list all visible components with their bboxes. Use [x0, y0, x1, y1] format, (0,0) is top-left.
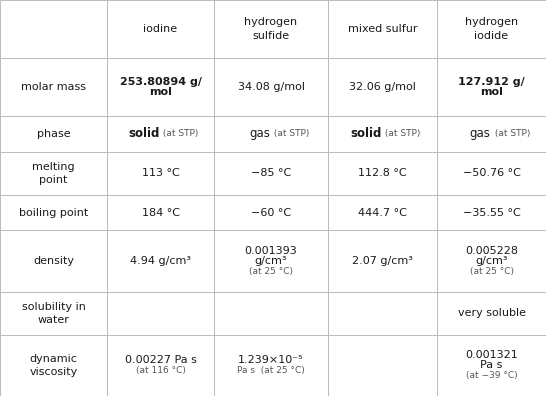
Bar [0, 0, 107, 58]
Bar [437, 116, 546, 152]
Bar [437, 292, 546, 335]
Bar [107, 230, 214, 292]
Text: −35.55 °C: −35.55 °C [462, 208, 520, 217]
Text: 1.239×10⁻⁵: 1.239×10⁻⁵ [238, 355, 304, 365]
Bar [0, 292, 107, 335]
Text: 0.00227 Pa s: 0.00227 Pa s [124, 355, 197, 365]
Bar [0, 58, 107, 116]
Bar [214, 152, 328, 194]
Bar [107, 335, 214, 396]
Text: (at STP): (at STP) [491, 129, 530, 139]
Text: (at −39 °C): (at −39 °C) [466, 371, 517, 380]
Bar [328, 58, 437, 116]
Bar [107, 152, 214, 194]
Text: 32.06 g/mol: 32.06 g/mol [349, 82, 416, 92]
Bar [107, 0, 214, 58]
Bar [328, 230, 437, 292]
Bar [214, 58, 328, 116]
Text: solubility in
water: solubility in water [21, 302, 85, 325]
Text: mol: mol [480, 87, 503, 97]
Text: 2.07 g/cm³: 2.07 g/cm³ [352, 256, 413, 266]
Bar [0, 116, 107, 152]
Text: boiling point: boiling point [19, 208, 88, 217]
Text: 113 °C: 113 °C [141, 168, 180, 178]
Text: dynamic
viscosity: dynamic viscosity [29, 354, 78, 377]
Text: 0.001393: 0.001393 [245, 246, 298, 256]
Bar [214, 292, 328, 335]
Text: hydrogen
iodide: hydrogen iodide [465, 17, 518, 41]
Bar [437, 335, 546, 396]
Text: solid: solid [350, 128, 382, 141]
Text: (at 116 °C): (at 116 °C) [135, 366, 186, 375]
Text: mixed sulfur: mixed sulfur [348, 24, 417, 34]
Bar [437, 194, 546, 230]
Text: (at STP): (at STP) [161, 129, 199, 139]
Bar [328, 152, 437, 194]
Bar [0, 335, 107, 396]
Bar [328, 0, 437, 58]
Text: phase: phase [37, 129, 70, 139]
Text: g/cm³: g/cm³ [255, 256, 287, 266]
Bar [437, 58, 546, 116]
Bar [328, 292, 437, 335]
Text: mol: mol [149, 87, 172, 97]
Text: 4.94 g/cm³: 4.94 g/cm³ [130, 256, 191, 266]
Bar [0, 152, 107, 194]
Bar [328, 335, 437, 396]
Text: Pa s: Pa s [480, 360, 503, 370]
Bar [107, 58, 214, 116]
Bar [437, 152, 546, 194]
Text: hydrogen
sulfide: hydrogen sulfide [245, 17, 298, 41]
Text: 444.7 °C: 444.7 °C [358, 208, 407, 217]
Bar [214, 0, 328, 58]
Text: 34.08 g/mol: 34.08 g/mol [238, 82, 305, 92]
Text: 184 °C: 184 °C [141, 208, 180, 217]
Text: −60 °C: −60 °C [251, 208, 291, 217]
Bar [0, 194, 107, 230]
Bar [437, 0, 546, 58]
Text: −85 °C: −85 °C [251, 168, 291, 178]
Text: 0.005228: 0.005228 [465, 246, 518, 256]
Text: 253.80894 g/: 253.80894 g/ [120, 77, 201, 87]
Bar [107, 194, 214, 230]
Text: gas: gas [249, 128, 270, 141]
Text: iodine: iodine [144, 24, 177, 34]
Text: very soluble: very soluble [458, 308, 525, 318]
Text: molar mass: molar mass [21, 82, 86, 92]
Text: Pa s  (at 25 °C): Pa s (at 25 °C) [237, 366, 305, 375]
Bar [107, 116, 214, 152]
Bar [437, 230, 546, 292]
Text: (at 25 °C): (at 25 °C) [249, 267, 293, 276]
Bar [214, 116, 328, 152]
Bar [0, 230, 107, 292]
Text: solid: solid [128, 128, 159, 141]
Text: density: density [33, 256, 74, 266]
Text: (at 25 °C): (at 25 °C) [470, 267, 513, 276]
Text: (at STP): (at STP) [271, 129, 310, 139]
Bar [214, 335, 328, 396]
Text: (at STP): (at STP) [383, 129, 421, 139]
Text: 127.912 g/: 127.912 g/ [458, 77, 525, 87]
Text: −50.76 °C: −50.76 °C [462, 168, 520, 178]
Text: melting
point: melting point [32, 162, 75, 185]
Text: 112.8 °C: 112.8 °C [358, 168, 407, 178]
Text: 0.001321: 0.001321 [465, 350, 518, 360]
Text: g/cm³: g/cm³ [475, 256, 508, 266]
Bar [214, 230, 328, 292]
Bar [328, 116, 437, 152]
Text: gas: gas [470, 128, 490, 141]
Bar [328, 194, 437, 230]
Bar [107, 292, 214, 335]
Bar [214, 194, 328, 230]
